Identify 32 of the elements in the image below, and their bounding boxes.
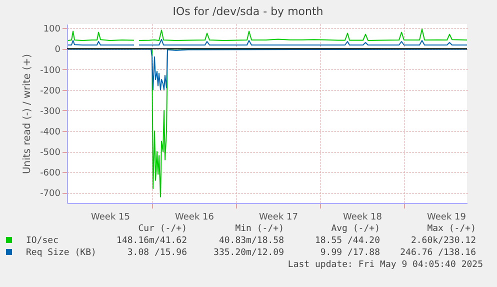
text: 3.08 /15.96 (127, 248, 187, 258)
text: 40.83m/18.58 (218, 236, 284, 246)
text: 18.55 /44.20 (314, 236, 380, 246)
text: Last update: Fri May 9 04:05:40 2025 (288, 260, 483, 270)
chart-title: IOs for /dev/sda - by month (172, 5, 324, 18)
y-tick-label: -500 (40, 148, 61, 158)
y-tick-label: 100 (43, 24, 61, 35)
y-tick-label: -600 (40, 168, 61, 179)
text: Cur (-/+) (138, 224, 187, 234)
y-tick-label: -300 (40, 106, 61, 117)
y-tick-label: -100 (40, 66, 61, 76)
text: 335.20m/12.09 (214, 248, 284, 258)
y-tick-label: 0 (54, 45, 61, 56)
legend-label: Req Size (KB) (26, 248, 96, 258)
text: Min (-/+) (235, 224, 284, 234)
x-tick-label: Week 18 (343, 212, 382, 222)
text: 2.60k/230.12 (410, 236, 476, 246)
y-tick-label: -400 (40, 127, 61, 138)
x-tick-label: Week 17 (259, 212, 298, 222)
y-axis-title: Units read (-) / write (+) (22, 54, 34, 174)
text: 246.76 /138.16 (400, 248, 476, 258)
y-tick-label: -200 (40, 86, 61, 96)
text: Max (-/+) (427, 224, 476, 234)
legend-label: IO/sec (26, 236, 59, 246)
y-tick-label: -700 (40, 189, 61, 200)
text: Avg (-/+) (331, 224, 380, 234)
text: 9.99 /17.88 (320, 248, 380, 258)
text: 148.16m/41.62 (116, 236, 187, 246)
line-series (68, 48, 468, 90)
x-tick-label: Week 16 (175, 212, 214, 222)
x-tick-label: Week 19 (427, 212, 466, 222)
x-tick-label: Week 15 (91, 212, 130, 222)
